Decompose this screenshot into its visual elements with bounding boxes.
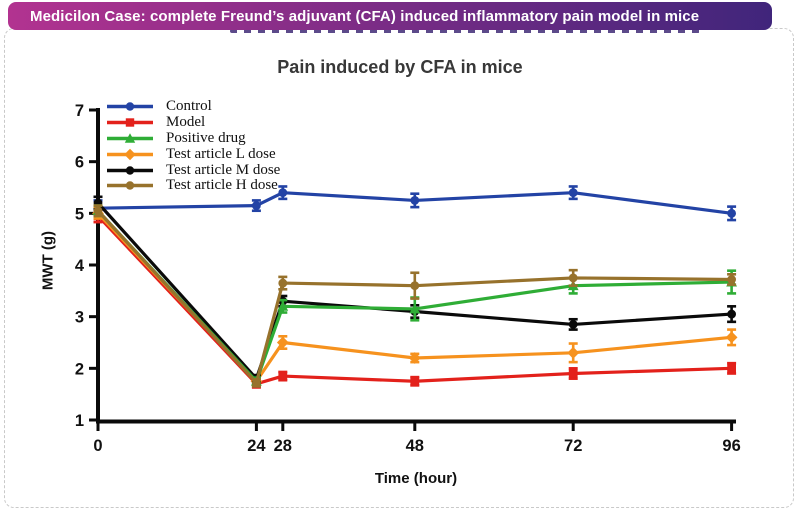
chart-legend: Control Model Positive drug Test article L … [106, 99, 280, 194]
y-tick-label: 6 [75, 154, 84, 172]
legend-item-positive-drug: Positive drug [106, 129, 280, 147]
legend-label: Test article M dose [166, 161, 281, 178]
y-axis-title: MWT (g) [39, 230, 57, 291]
legend-item-test-article-l-dose: Test article L dose [106, 146, 280, 162]
legend-label: Test article L dose [166, 145, 276, 162]
legend-label: Positive drug [166, 129, 246, 146]
legend-label: Model [166, 114, 206, 131]
series-test-article-h-dose [93, 204, 737, 388]
x-tick-label: 96 [722, 437, 740, 455]
series-control [93, 185, 737, 222]
legend-item-test-article-h-dose: Test article H dose [106, 178, 280, 194]
legend-marker-circle-icon [107, 165, 153, 175]
y-tick-label: 3 [75, 309, 84, 327]
y-tick-label: 7 [75, 102, 84, 120]
legend-marker-square-icon [107, 118, 153, 127]
x-tick-label: 48 [406, 437, 424, 455]
x-tick-label: 24 [247, 437, 266, 455]
obscured-text-remnant [230, 29, 700, 33]
y-tick-label: 2 [75, 360, 84, 378]
legend-item-test-article-m-dose: Test article M dose [106, 162, 280, 178]
banner-title: Medicilon Case: complete Freund’s adjuva… [30, 7, 700, 25]
legend-label: Test article H dose [166, 177, 278, 194]
y-tick-label: 1 [75, 412, 84, 430]
legend-marker-circle-icon [107, 102, 153, 112]
case-banner: Medicilon Case: complete Freund’s adjuva… [8, 2, 772, 30]
x-axis-title: Time (hour) [374, 470, 458, 487]
legend-marker-diamond-icon [107, 148, 153, 160]
x-tick-label: 28 [274, 437, 292, 455]
x-tick-label: 72 [564, 437, 582, 455]
x-tick-label: 0 [93, 437, 102, 455]
legend-marker-triangle-icon [107, 133, 153, 143]
y-tick-label: 4 [75, 257, 85, 275]
legend-item-control: Control [106, 99, 280, 115]
chart-title: Pain induced by CFA in mice [277, 57, 523, 77]
legend-label: Control [166, 98, 212, 115]
legend-item-model: Model [106, 115, 280, 131]
legend-marker-circle-icon [107, 181, 153, 191]
y-tick-label: 5 [75, 205, 84, 223]
